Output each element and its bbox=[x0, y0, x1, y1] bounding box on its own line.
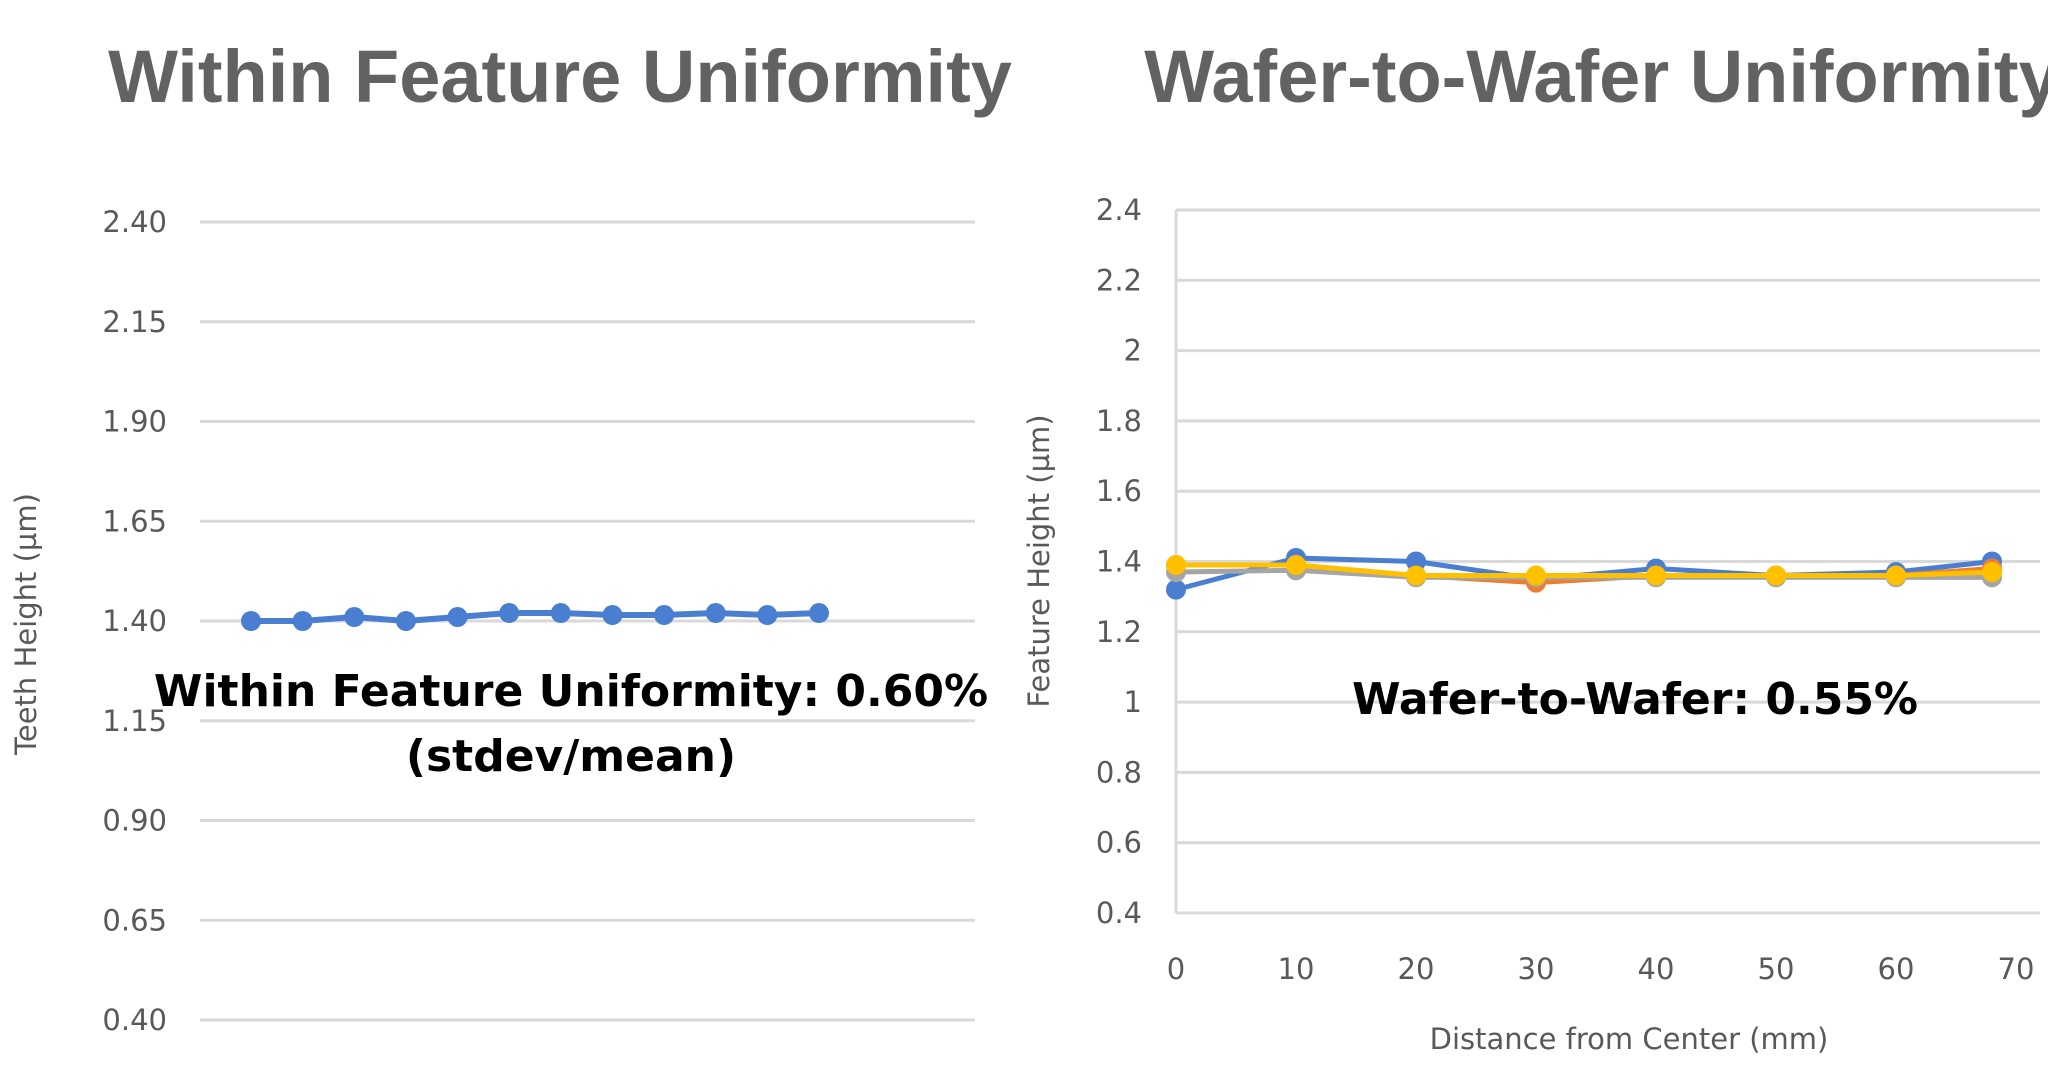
y-tick-label: 2.4 bbox=[1096, 193, 1142, 227]
x-tick-label: 70 bbox=[1998, 952, 2035, 986]
series-line bbox=[1176, 562, 1993, 579]
data-point bbox=[1166, 555, 1186, 576]
y-tick-label: 2 bbox=[1124, 334, 1142, 368]
x-tick-label: 60 bbox=[1878, 952, 1915, 986]
y-tick-label: 0.65 bbox=[102, 903, 167, 937]
y-tick-label: 1.6 bbox=[1096, 474, 1142, 508]
data-point bbox=[447, 607, 468, 628]
left-chart-title: Within Feature Uniformity bbox=[108, 35, 1012, 118]
data-point bbox=[550, 603, 571, 624]
right-annotation: Wafer-to-Wafer: 0.55% bbox=[1352, 674, 1918, 725]
x-tick-label: 40 bbox=[1638, 952, 1675, 986]
y-tick-label: 1.8 bbox=[1096, 404, 1142, 438]
data-point bbox=[1526, 565, 1546, 586]
y-tick-label: 0.6 bbox=[1096, 826, 1142, 860]
x-tick-label: 10 bbox=[1278, 952, 1315, 986]
data-point bbox=[1406, 551, 1426, 572]
x-tick-label: 30 bbox=[1518, 952, 1555, 986]
data-point bbox=[809, 603, 829, 624]
y-tick-label: 1.40 bbox=[102, 604, 167, 638]
data-point bbox=[1646, 565, 1666, 586]
y-tick-label: 2.2 bbox=[1096, 263, 1142, 297]
data-point bbox=[344, 607, 365, 628]
data-point bbox=[654, 605, 675, 626]
right-x-axis-label: Distance from Center (mm) bbox=[1430, 1022, 1829, 1056]
wafer-to-wafer-chart: 0.4 0.6 0.8 1 1.2 1.4 1.6 1.8 2 2.2 2.4 0 10 20 30 40 50… bbox=[1024, 193, 2040, 1056]
y-tick-label: 1.65 bbox=[102, 504, 167, 538]
data-point bbox=[292, 611, 313, 631]
right-y-axis-label: Feature Height (µm) bbox=[1024, 414, 1056, 707]
right-chart-title: Wafer-to-Wafer Uniformity bbox=[1144, 35, 2048, 118]
data-point bbox=[602, 605, 623, 626]
y-tick-label: 2.40 bbox=[102, 205, 167, 239]
data-point bbox=[757, 605, 778, 626]
y-tick-label: 1.4 bbox=[1096, 545, 1142, 579]
within-feature-chart: 0.40 0.65 0.90 1.15 1.40 1.65 1.90 2.15 2.40 Tee… bbox=[9, 205, 988, 1037]
data-point bbox=[705, 603, 726, 624]
data-point bbox=[499, 603, 520, 624]
data-point bbox=[1166, 579, 1186, 600]
y-tick-label: 0.90 bbox=[102, 804, 167, 838]
data-point bbox=[395, 611, 416, 631]
y-tick-label: 2.15 bbox=[102, 305, 167, 339]
y-tick-label: 1.15 bbox=[102, 704, 167, 738]
y-tick-label: 1.90 bbox=[102, 405, 167, 439]
y-tick-label: 1 bbox=[1124, 685, 1142, 719]
data-point bbox=[1886, 565, 1906, 586]
x-tick-label: 0 bbox=[1167, 952, 1185, 986]
left-annotation-line1: Within Feature Uniformity: 0.60% bbox=[154, 666, 988, 717]
left-y-axis-label: Teeth Height (µm) bbox=[9, 493, 43, 756]
y-tick-label: 0.8 bbox=[1096, 755, 1142, 789]
data-point bbox=[1766, 565, 1786, 586]
x-tick-label: 20 bbox=[1398, 952, 1435, 986]
y-tick-label: 0.4 bbox=[1096, 896, 1142, 930]
y-tick-label: 0.40 bbox=[102, 1003, 167, 1037]
x-tick-label: 50 bbox=[1758, 952, 1795, 986]
y-tick-label: 1.2 bbox=[1096, 615, 1142, 649]
data-point bbox=[1406, 565, 1426, 586]
data-point bbox=[1286, 555, 1306, 576]
data-point bbox=[241, 611, 261, 631]
left-annotation-line2: (stdev/mean) bbox=[406, 731, 736, 782]
data-point bbox=[1982, 562, 2002, 583]
